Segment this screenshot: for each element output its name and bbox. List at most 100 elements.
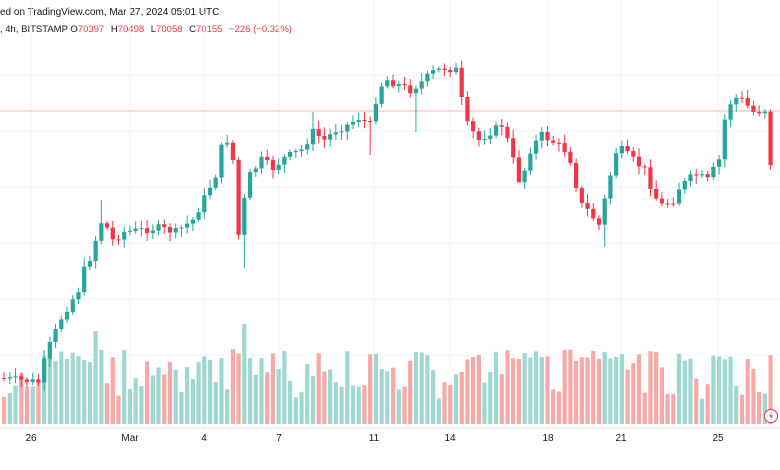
candle [413,85,419,132]
volume-bar [739,394,745,424]
volume-bar [408,360,413,424]
candle [482,130,487,145]
candle-body [310,128,316,145]
candle [654,180,659,201]
open-label: O [70,24,78,35]
volume-bar [322,371,327,424]
volume-bar [379,369,384,424]
candle-body [757,111,762,114]
volume-bar [722,359,727,424]
volume-bar [87,362,92,424]
candle [104,220,110,230]
candle [345,121,350,141]
candle [185,215,190,234]
candle-body [230,142,235,160]
candle [76,287,81,304]
volume-bar [631,363,636,424]
candle [42,349,47,392]
candle [476,127,481,147]
volume-bar [230,349,235,424]
candle-body [59,319,64,330]
candle-body [556,142,562,144]
candle [379,83,384,108]
low-value: 70058 [156,24,183,35]
volume-bar [688,358,693,424]
x-tick-label: 18 [542,433,554,444]
candle-body [225,142,230,145]
candle [116,235,121,245]
candle [762,109,767,119]
candle-body [350,121,356,125]
candle [299,144,304,157]
volume-bar [694,378,699,424]
candle-body [19,376,24,380]
volume-bar [179,391,184,424]
volume-bar [745,359,750,424]
high-value: 70498 [117,24,145,35]
candle [528,147,533,176]
candle-body [413,88,419,94]
candle [665,198,670,208]
candle-body [505,126,510,139]
candle [694,168,699,184]
candle-body [242,197,247,235]
volume-bar [276,368,281,424]
volume-bar [493,351,499,424]
volume-bar [145,361,150,424]
volume-bar [310,376,316,424]
candle [659,192,664,206]
volume-bar [551,389,556,424]
candle-body [316,128,321,136]
candle-body [64,311,70,320]
candle [7,371,12,385]
candle [310,112,316,151]
time-axis[interactable]: 26 Mar 4 7 11 14 18 21 25 [25,433,724,444]
candle [499,119,504,136]
volume-bar [265,372,270,424]
candle-body [453,67,459,73]
candle [64,306,70,324]
candle-body [156,224,161,231]
candle-body [253,168,258,173]
tradingview-logo-icon[interactable] [764,409,778,423]
candle-body [579,188,584,203]
volume-bar [442,382,447,424]
candle [585,194,590,217]
close-label: C [189,24,197,35]
volume-bar [299,392,304,424]
x-tick-label: 26 [25,433,37,444]
volume-bar [533,351,539,424]
candle [385,76,390,89]
candle-body [259,156,264,169]
volume-bar [110,357,115,424]
candle-body [682,180,687,190]
candle [545,126,550,147]
candle [625,139,630,154]
volume-bar [213,382,218,424]
candle [36,373,41,386]
volume-bar [36,380,41,424]
volume-bar [488,372,493,424]
candle-body [236,159,241,235]
volume-bar [316,353,321,424]
volume-bar [70,352,75,424]
candle-body [419,81,424,89]
candle-body [207,187,213,196]
candle [757,105,762,117]
candle-body [173,228,178,233]
candle [717,155,722,175]
candle-body [528,153,533,171]
volume-bar [453,374,459,424]
candle-body [408,85,413,94]
candle-body [167,227,173,233]
volume-bar [556,391,562,424]
volume-bar [2,397,7,424]
candle-body [190,219,195,224]
volume-bar [202,356,207,424]
candle-body [751,105,756,112]
candle-body [442,68,447,70]
candle-body [596,218,602,225]
candle [562,134,567,158]
candle [493,121,499,139]
